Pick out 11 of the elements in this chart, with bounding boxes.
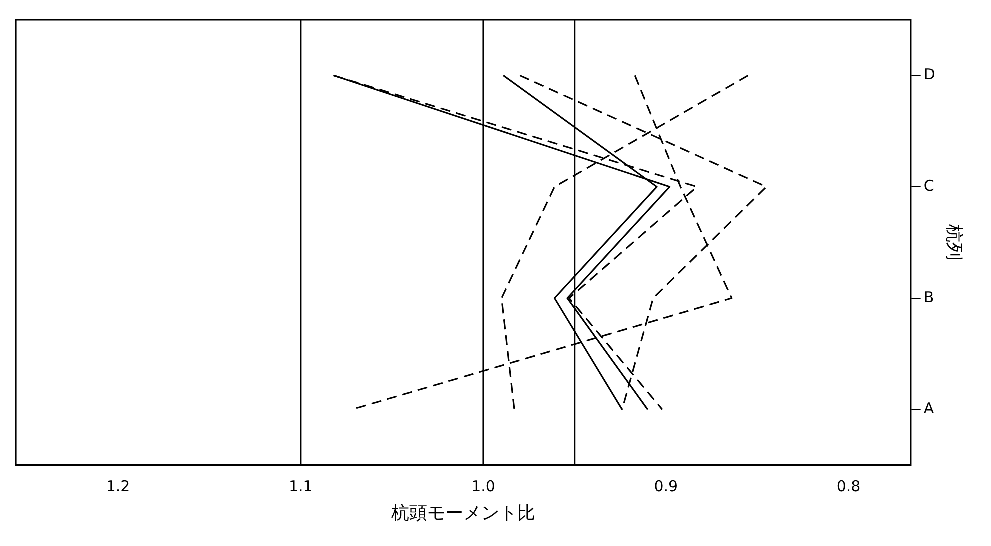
y-tick-label: D	[924, 66, 936, 84]
y-tick-label: B	[924, 288, 934, 306]
x-tick-label: 1.2	[106, 477, 130, 496]
x-tick-label: 0.8	[836, 477, 861, 496]
y-axis-title: 杭列	[944, 224, 965, 261]
x-axis-title: 杭頭モーメント比	[390, 502, 536, 524]
x-tick-label: 0.9	[654, 477, 678, 496]
y-tick-label: C	[924, 176, 934, 195]
x-tick-label: 1.0	[472, 477, 496, 496]
y-tick-label: A	[924, 400, 935, 418]
x-tick-label: 1.1	[288, 477, 313, 496]
